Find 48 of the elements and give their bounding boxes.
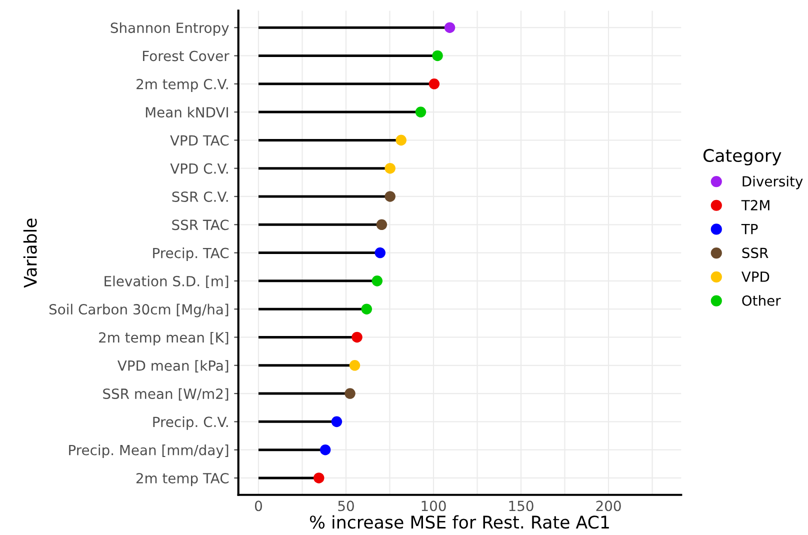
legend-title: Category <box>703 148 782 166</box>
y-tick-label: VPD C.V. <box>170 163 228 174</box>
y-tick-label: Elevation S.D. [m] <box>104 276 228 288</box>
point <box>361 304 372 314</box>
y-tick-label: Precip. Mean [mm/day] <box>69 444 228 458</box>
y-tick-label: Mean kNDVI <box>146 106 228 118</box>
y-tick-label: VPD TAC <box>170 135 229 146</box>
point <box>384 191 396 202</box>
y-tick-label: VPD mean [kPa] <box>118 360 228 372</box>
y-tick-label: Forest Cover <box>143 50 230 62</box>
y-tick-label: Precip. C.V. <box>153 416 228 430</box>
legend-label: VPD <box>741 272 770 282</box>
y-tick-label: 2m temp mean [K] <box>99 332 228 346</box>
point <box>313 472 324 484</box>
point <box>349 360 360 371</box>
legend-label: Diversity <box>742 176 803 190</box>
point <box>415 106 426 118</box>
point <box>428 78 440 90</box>
y-tick-label: 2m temp TAC <box>136 472 229 486</box>
y-tick-label: SSR mean [W/m2] <box>103 388 228 401</box>
x-tick-label: 100 <box>422 500 446 512</box>
y-tick-label: Soil Carbon 30cm [Mg/ha] <box>49 304 228 318</box>
legend-label: T2M <box>741 200 770 210</box>
point <box>374 247 386 258</box>
point <box>376 219 388 230</box>
y-tick-label: Precip. TAC <box>153 248 229 261</box>
point <box>372 276 383 286</box>
x-tick-label: 0 <box>254 500 262 512</box>
x-tick-label: 150 <box>509 500 534 512</box>
point <box>331 416 342 428</box>
x-axis-title: % increase MSE for Rest. Rate AC1 <box>310 515 609 529</box>
y-tick-label: 2m temp C.V. <box>136 78 228 92</box>
point <box>396 134 406 146</box>
point <box>344 388 356 399</box>
y-tick-label: Shannon Entropy <box>110 22 229 36</box>
x-tick-label: 50 <box>338 500 354 512</box>
legend-label: SSR <box>742 248 768 258</box>
y-tick-label: SSR C.V. <box>172 191 228 202</box>
point <box>444 22 456 33</box>
point <box>352 332 362 343</box>
legend-label: TP <box>741 224 758 234</box>
point <box>384 162 396 174</box>
point <box>320 444 331 456</box>
x-tick-label: 200 <box>596 500 621 512</box>
legend-label: Other <box>742 295 781 306</box>
y-axis-title: Variable <box>23 218 37 288</box>
y-tick-label: SSR TAC <box>172 220 229 230</box>
point <box>432 50 443 62</box>
